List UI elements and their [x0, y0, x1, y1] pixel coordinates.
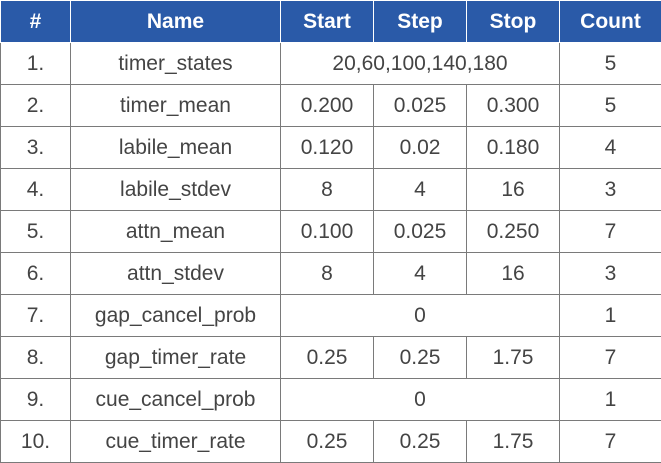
row-start: 0.200 [280, 84, 374, 127]
table-row: 6. attn_stdev 8 4 16 3 [0, 252, 661, 295]
row-name: attn_mean [70, 210, 281, 253]
row-number: 8. [0, 336, 71, 379]
row-stop: 0.180 [466, 126, 560, 169]
row-stop: 0.300 [466, 84, 560, 127]
table-row: 4. labile_stdev 8 4 16 3 [0, 168, 661, 211]
row-count: 1 [559, 294, 661, 337]
row-start: 8 [280, 168, 374, 211]
table-row: 8. gap_timer_rate 0.25 0.25 1.75 7 [0, 336, 661, 379]
row-start: 0.120 [280, 126, 374, 169]
row-name: cue_timer_rate [70, 420, 281, 463]
row-name: gap_cancel_prob [70, 294, 281, 337]
row-name: labile_stdev [70, 168, 281, 211]
row-number: 2. [0, 84, 71, 127]
header-step: Step [373, 0, 467, 43]
table-row: 9. cue_cancel_prob 0 1 [0, 378, 661, 421]
header-number: # [0, 0, 71, 43]
row-name: gap_timer_rate [70, 336, 281, 379]
header-name: Name [70, 0, 281, 43]
row-count: 3 [559, 168, 661, 211]
row-count: 7 [559, 336, 661, 379]
row-count: 4 [559, 126, 661, 169]
row-step: 4 [373, 252, 467, 295]
row-number: 3. [0, 126, 71, 169]
row-count: 3 [559, 252, 661, 295]
row-number: 6. [0, 252, 71, 295]
table-row: 10. cue_timer_rate 0.25 0.25 1.75 7 [0, 420, 661, 463]
row-name: timer_states [70, 42, 281, 85]
row-number: 1. [0, 42, 71, 85]
row-values-merged: 20,60,100,140,180 [280, 42, 560, 85]
row-count: 7 [559, 420, 661, 463]
row-step: 0.025 [373, 210, 467, 253]
row-number: 7. [0, 294, 71, 337]
header-stop: Stop [466, 0, 560, 43]
header-start: Start [280, 0, 374, 43]
table-row: 7. gap_cancel_prob 0 1 [0, 294, 661, 337]
row-step: 4 [373, 168, 467, 211]
row-name: attn_stdev [70, 252, 281, 295]
row-count: 5 [559, 84, 661, 127]
row-name: timer_mean [70, 84, 281, 127]
row-start: 0.100 [280, 210, 374, 253]
row-step: 0.25 [373, 336, 467, 379]
row-count: 1 [559, 378, 661, 421]
row-values-merged: 0 [280, 294, 560, 337]
table-row: 2. timer_mean 0.200 0.025 0.300 5 [0, 84, 661, 127]
row-stop: 1.75 [466, 420, 560, 463]
row-name: labile_mean [70, 126, 281, 169]
row-start: 8 [280, 252, 374, 295]
row-stop: 16 [466, 252, 560, 295]
row-name: cue_cancel_prob [70, 378, 281, 421]
row-stop: 1.75 [466, 336, 560, 379]
header-count: Count [559, 0, 661, 43]
row-number: 9. [0, 378, 71, 421]
table-row: 3. labile_mean 0.120 0.02 0.180 4 [0, 126, 661, 169]
row-values-merged: 0 [280, 378, 560, 421]
table-row: 5. attn_mean 0.100 0.025 0.250 7 [0, 210, 661, 253]
row-step: 0.25 [373, 420, 467, 463]
row-count: 5 [559, 42, 661, 85]
row-count: 7 [559, 210, 661, 253]
row-start: 0.25 [280, 336, 374, 379]
row-number: 5. [0, 210, 71, 253]
row-step: 0.025 [373, 84, 467, 127]
row-start: 0.25 [280, 420, 374, 463]
row-number: 10. [0, 420, 71, 463]
row-stop: 16 [466, 168, 560, 211]
header-row: # Name Start Step Stop Count [0, 0, 661, 43]
row-stop: 0.250 [466, 210, 560, 253]
row-step: 0.02 [373, 126, 467, 169]
row-number: 4. [0, 168, 71, 211]
table-row: 1. timer_states 20,60,100,140,180 5 [0, 42, 661, 85]
